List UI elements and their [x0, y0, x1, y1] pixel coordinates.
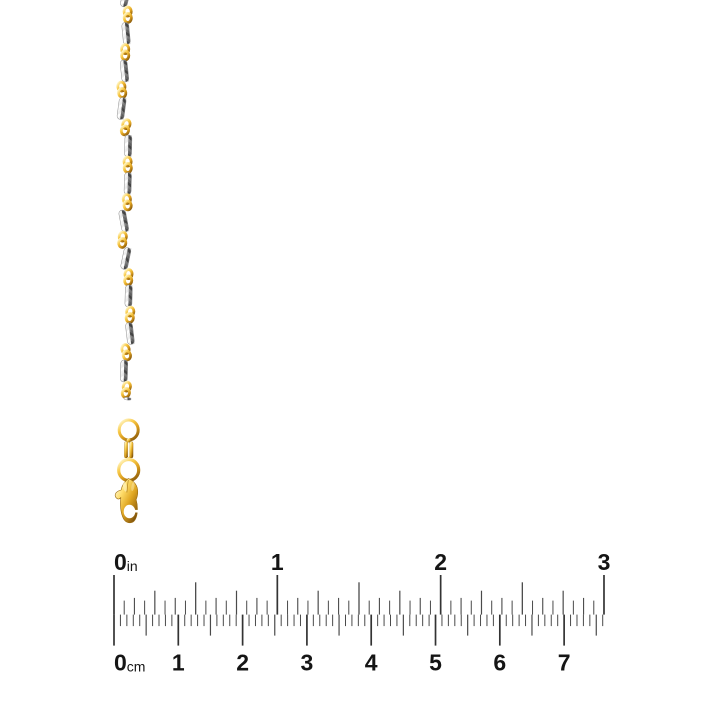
svg-text:3: 3 [301, 650, 314, 676]
svg-text:3: 3 [598, 550, 611, 575]
svg-text:1: 1 [271, 550, 284, 575]
svg-text:5: 5 [429, 650, 442, 676]
svg-text:1: 1 [172, 650, 185, 676]
svg-text:2: 2 [236, 650, 249, 676]
svg-text:7: 7 [558, 650, 571, 676]
svg-text:6: 6 [493, 650, 506, 676]
svg-text:2: 2 [434, 550, 447, 575]
svg-text:4: 4 [365, 650, 378, 676]
svg-text:0in: 0in [114, 550, 138, 575]
svg-text:0cm: 0cm [114, 650, 145, 676]
